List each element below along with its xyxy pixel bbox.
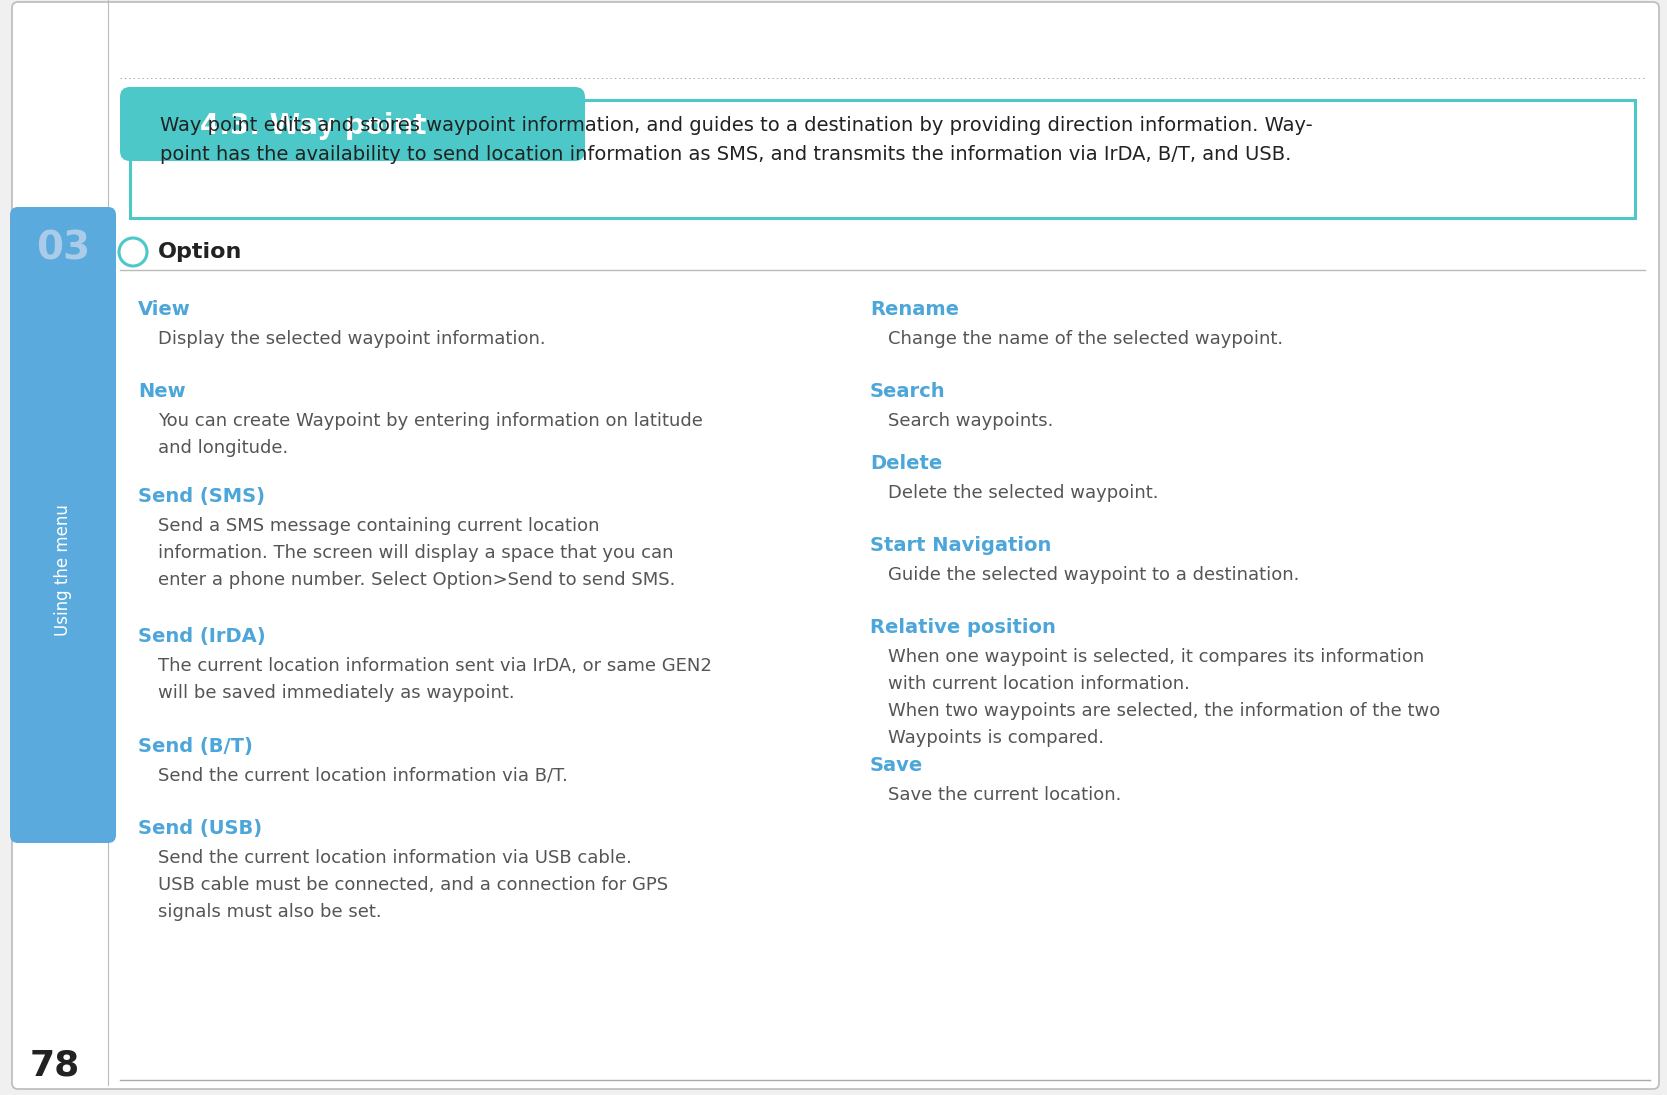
Text: When one waypoint is selected, it compares its information
with current location: When one waypoint is selected, it compar… bbox=[889, 648, 1440, 747]
Text: 03: 03 bbox=[37, 229, 90, 267]
FancyBboxPatch shape bbox=[10, 207, 117, 843]
Text: 4.3. Way point: 4.3. Way point bbox=[200, 112, 427, 140]
Text: Start Navigation: Start Navigation bbox=[870, 535, 1052, 555]
Text: The current location information sent via IrDA, or same GEN2
will be saved immed: The current location information sent vi… bbox=[158, 657, 712, 702]
Text: Send (B/T): Send (B/T) bbox=[138, 737, 253, 756]
Text: Search waypoints.: Search waypoints. bbox=[889, 412, 1054, 430]
Text: Rename: Rename bbox=[870, 300, 959, 319]
FancyBboxPatch shape bbox=[130, 100, 1635, 218]
Text: Send (IrDA): Send (IrDA) bbox=[138, 627, 265, 646]
Text: Search: Search bbox=[870, 382, 945, 401]
Text: Guide the selected waypoint to a destination.: Guide the selected waypoint to a destina… bbox=[889, 566, 1299, 584]
Text: Option: Option bbox=[158, 242, 242, 262]
Text: Delete the selected waypoint.: Delete the selected waypoint. bbox=[889, 484, 1159, 502]
Text: Send the current location information via B/T.: Send the current location information vi… bbox=[158, 766, 568, 785]
Text: Way point edits and stores waypoint information, and guides to a destination by : Way point edits and stores waypoint info… bbox=[160, 116, 1312, 164]
Text: Using the menu: Using the menu bbox=[53, 504, 72, 636]
Text: Relative position: Relative position bbox=[870, 618, 1055, 637]
Circle shape bbox=[118, 238, 147, 266]
Text: Send a SMS message containing current location
information. The screen will disp: Send a SMS message containing current lo… bbox=[158, 517, 675, 589]
Text: Send (SMS): Send (SMS) bbox=[138, 487, 265, 506]
Text: Display the selected waypoint information.: Display the selected waypoint informatio… bbox=[158, 330, 545, 348]
Text: New: New bbox=[138, 382, 185, 401]
Text: View: View bbox=[138, 300, 190, 319]
Text: Change the name of the selected waypoint.: Change the name of the selected waypoint… bbox=[889, 330, 1284, 348]
Text: Save: Save bbox=[870, 756, 924, 775]
Text: Save the current location.: Save the current location. bbox=[889, 786, 1122, 804]
Text: Send the current location information via USB cable.
USB cable must be connected: Send the current location information vi… bbox=[158, 849, 668, 921]
FancyBboxPatch shape bbox=[12, 2, 1659, 1090]
FancyBboxPatch shape bbox=[120, 87, 585, 161]
Text: 78: 78 bbox=[30, 1048, 80, 1082]
Text: You can create Waypoint by entering information on latitude
and longitude.: You can create Waypoint by entering info… bbox=[158, 412, 703, 457]
Text: Delete: Delete bbox=[870, 454, 942, 473]
Text: Send (USB): Send (USB) bbox=[138, 819, 262, 838]
